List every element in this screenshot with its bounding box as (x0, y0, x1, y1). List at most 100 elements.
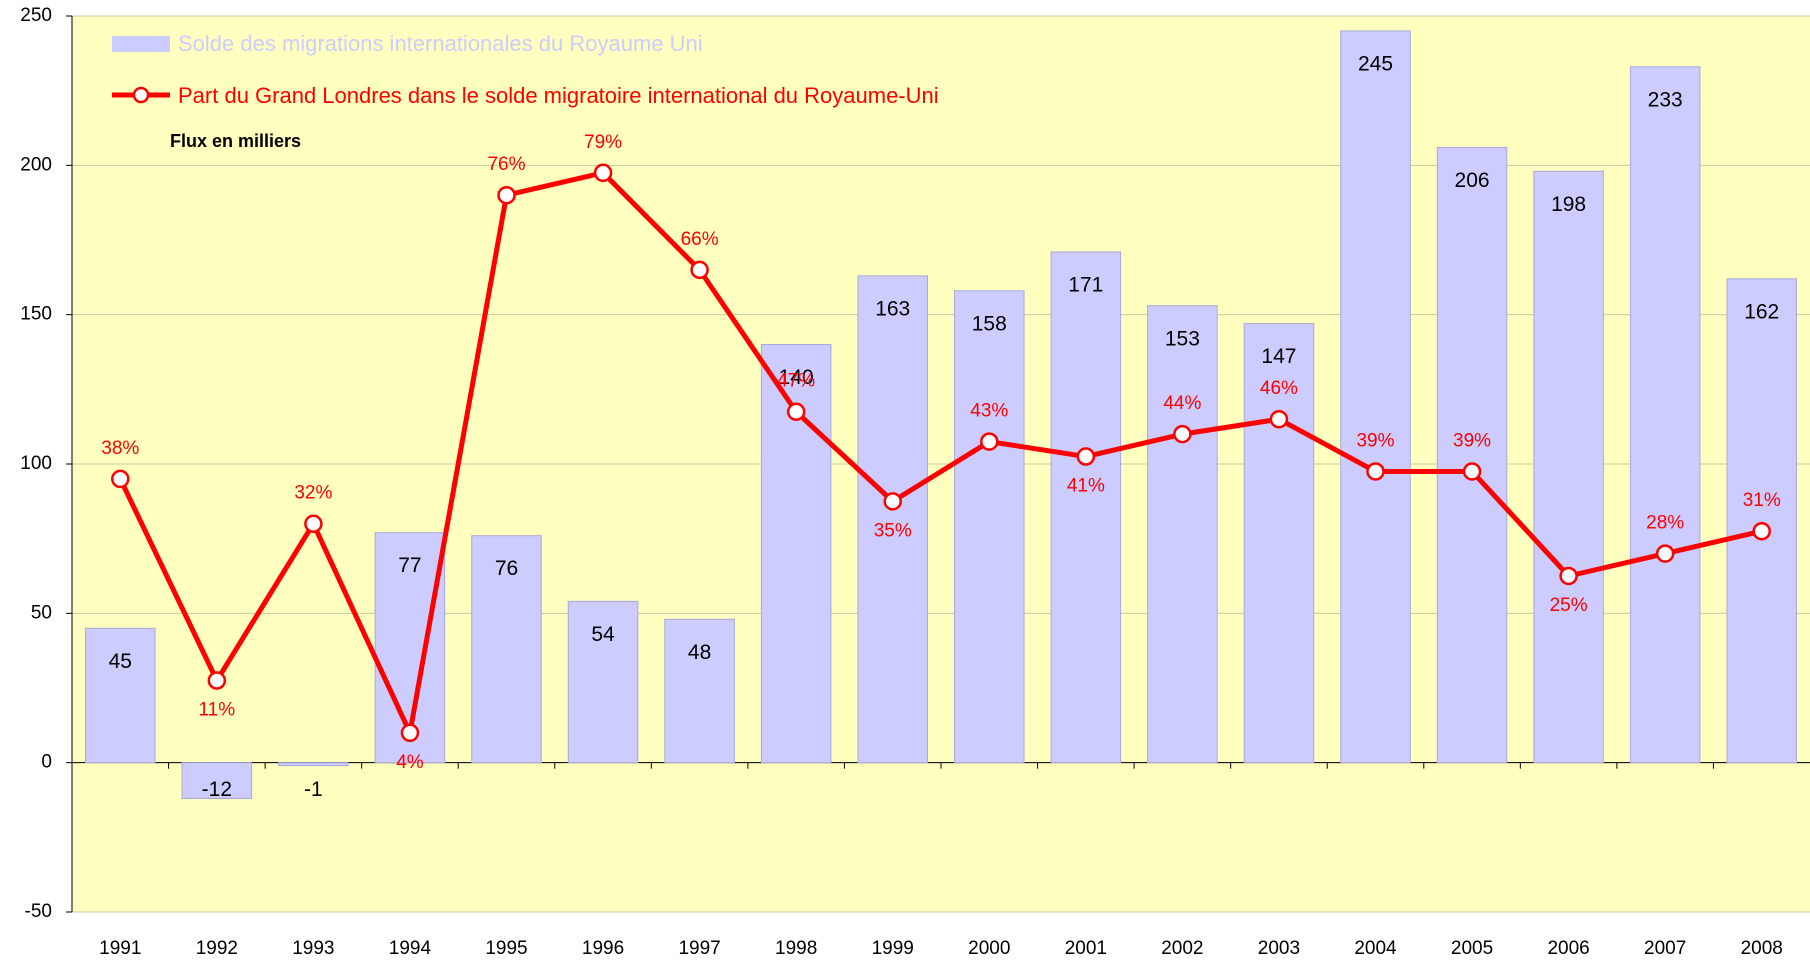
line-point (1076, 447, 1096, 466)
line-value-label: 41% (1067, 476, 1105, 497)
x-tick-label: 1993 (292, 938, 334, 959)
bar-value-label: -12 (202, 778, 232, 801)
bar (857, 275, 928, 764)
x-tick-label: 2008 (1741, 938, 1783, 959)
bar-value-label: 147 (1261, 345, 1296, 368)
y-tick-label: 100 (20, 453, 52, 474)
line-point (1366, 462, 1385, 481)
line-value-label: 25% (1550, 595, 1588, 616)
line-point (883, 492, 902, 511)
line-point (1655, 544, 1675, 563)
bar (1050, 251, 1122, 764)
line-value-label: 47% (777, 371, 815, 392)
line-point (593, 163, 613, 183)
bar-value-label: 76 (495, 557, 518, 580)
bar (1726, 278, 1797, 764)
line-value-label: 11% (199, 700, 236, 721)
y-tick-label: -50 (25, 901, 52, 922)
bar (1629, 66, 1701, 764)
x-tick-label: 1995 (485, 938, 527, 959)
line-point (1752, 521, 1771, 541)
line-value-label: 44% (1163, 393, 1201, 414)
bar (1533, 170, 1604, 764)
bar-value-label: 171 (1068, 273, 1103, 296)
x-tick-label: 2006 (1547, 938, 1589, 959)
line-value-label: 66% (681, 229, 719, 250)
bar (1436, 146, 1508, 764)
line-point (980, 432, 999, 451)
bar (664, 618, 735, 764)
x-tick-label: 1992 (196, 938, 238, 959)
line-point (207, 671, 227, 690)
line-value-label: 43% (970, 401, 1008, 422)
line-value-label: 46% (1260, 378, 1298, 399)
line-point (786, 402, 806, 421)
x-tick-label: 2007 (1644, 938, 1686, 959)
legend-marker (132, 86, 150, 104)
y-tick-label: 150 (20, 304, 52, 325)
x-tick-label: 2002 (1161, 938, 1203, 959)
bar-value-label: 45 (109, 650, 132, 673)
line-value-label: 39% (1453, 430, 1491, 451)
bar-value-label: -1 (304, 778, 323, 801)
x-tick-label: 1998 (775, 938, 817, 959)
line-value-label: 4% (396, 752, 424, 773)
bar (181, 762, 253, 800)
bar-value-label: 48 (688, 641, 711, 664)
bar-value-label: 245 (1358, 52, 1393, 75)
line-point (497, 185, 516, 205)
line-value-label: 79% (584, 132, 622, 153)
y-tick-label: 250 (20, 5, 52, 26)
bar-value-label: 140 (779, 366, 814, 389)
line-value-label: 39% (1356, 430, 1394, 451)
annotation: Flux en milliers (170, 131, 301, 151)
line-point (400, 723, 420, 743)
x-tick-label: 1991 (99, 938, 141, 959)
x-tick-label: 1996 (582, 938, 624, 959)
legend-label: Part du Grand Londres dans le solde migr… (178, 83, 939, 108)
line-point (111, 469, 130, 489)
y-tick-label: 0 (41, 752, 52, 773)
bar-value-label: 162 (1744, 300, 1779, 323)
bar (471, 535, 542, 764)
x-tick-label: 1997 (678, 938, 720, 959)
bar-value-label: 198 (1551, 193, 1586, 216)
bar-value-label: 158 (972, 312, 1007, 335)
bar (1340, 30, 1411, 764)
line-value-label: 31% (1743, 490, 1781, 511)
line-point (1559, 566, 1578, 586)
x-tick-label: 1999 (872, 938, 914, 959)
bar (85, 627, 156, 764)
bar-value-label: 233 (1648, 88, 1683, 111)
x-tick-label: 2004 (1354, 938, 1397, 959)
x-tick-label: 2003 (1258, 938, 1300, 959)
x-tick-label: 2005 (1451, 938, 1493, 959)
line-value-label: 35% (874, 520, 912, 541)
y-tick-label: 50 (31, 602, 52, 623)
bar-value-label: 163 (875, 297, 910, 320)
bar (278, 762, 349, 767)
line-point (1462, 462, 1482, 481)
line-point (1269, 409, 1289, 429)
line-point (690, 260, 709, 280)
bar (1147, 305, 1218, 764)
legend-swatch (112, 36, 170, 52)
x-tick-label: 2001 (1065, 938, 1107, 959)
bar-value-label: 206 (1455, 169, 1490, 192)
legend-label: Solde des migrations internationales du … (178, 31, 703, 56)
line (118, 170, 1763, 736)
bar (954, 290, 1025, 764)
line-value-label: 28% (1646, 513, 1684, 534)
y-tick-label: 200 (20, 154, 52, 175)
line-value-label: 32% (294, 483, 332, 504)
bar-value-label: 54 (591, 623, 615, 646)
bar (567, 600, 639, 764)
line-value-label: 76% (487, 154, 525, 175)
line-value-label: 38% (101, 438, 139, 459)
x-tick-label: 1994 (389, 938, 432, 959)
bar-value-label: 77 (398, 554, 421, 577)
bar-value-label: 153 (1165, 327, 1200, 350)
bar (1243, 323, 1315, 764)
line-point (304, 514, 323, 533)
